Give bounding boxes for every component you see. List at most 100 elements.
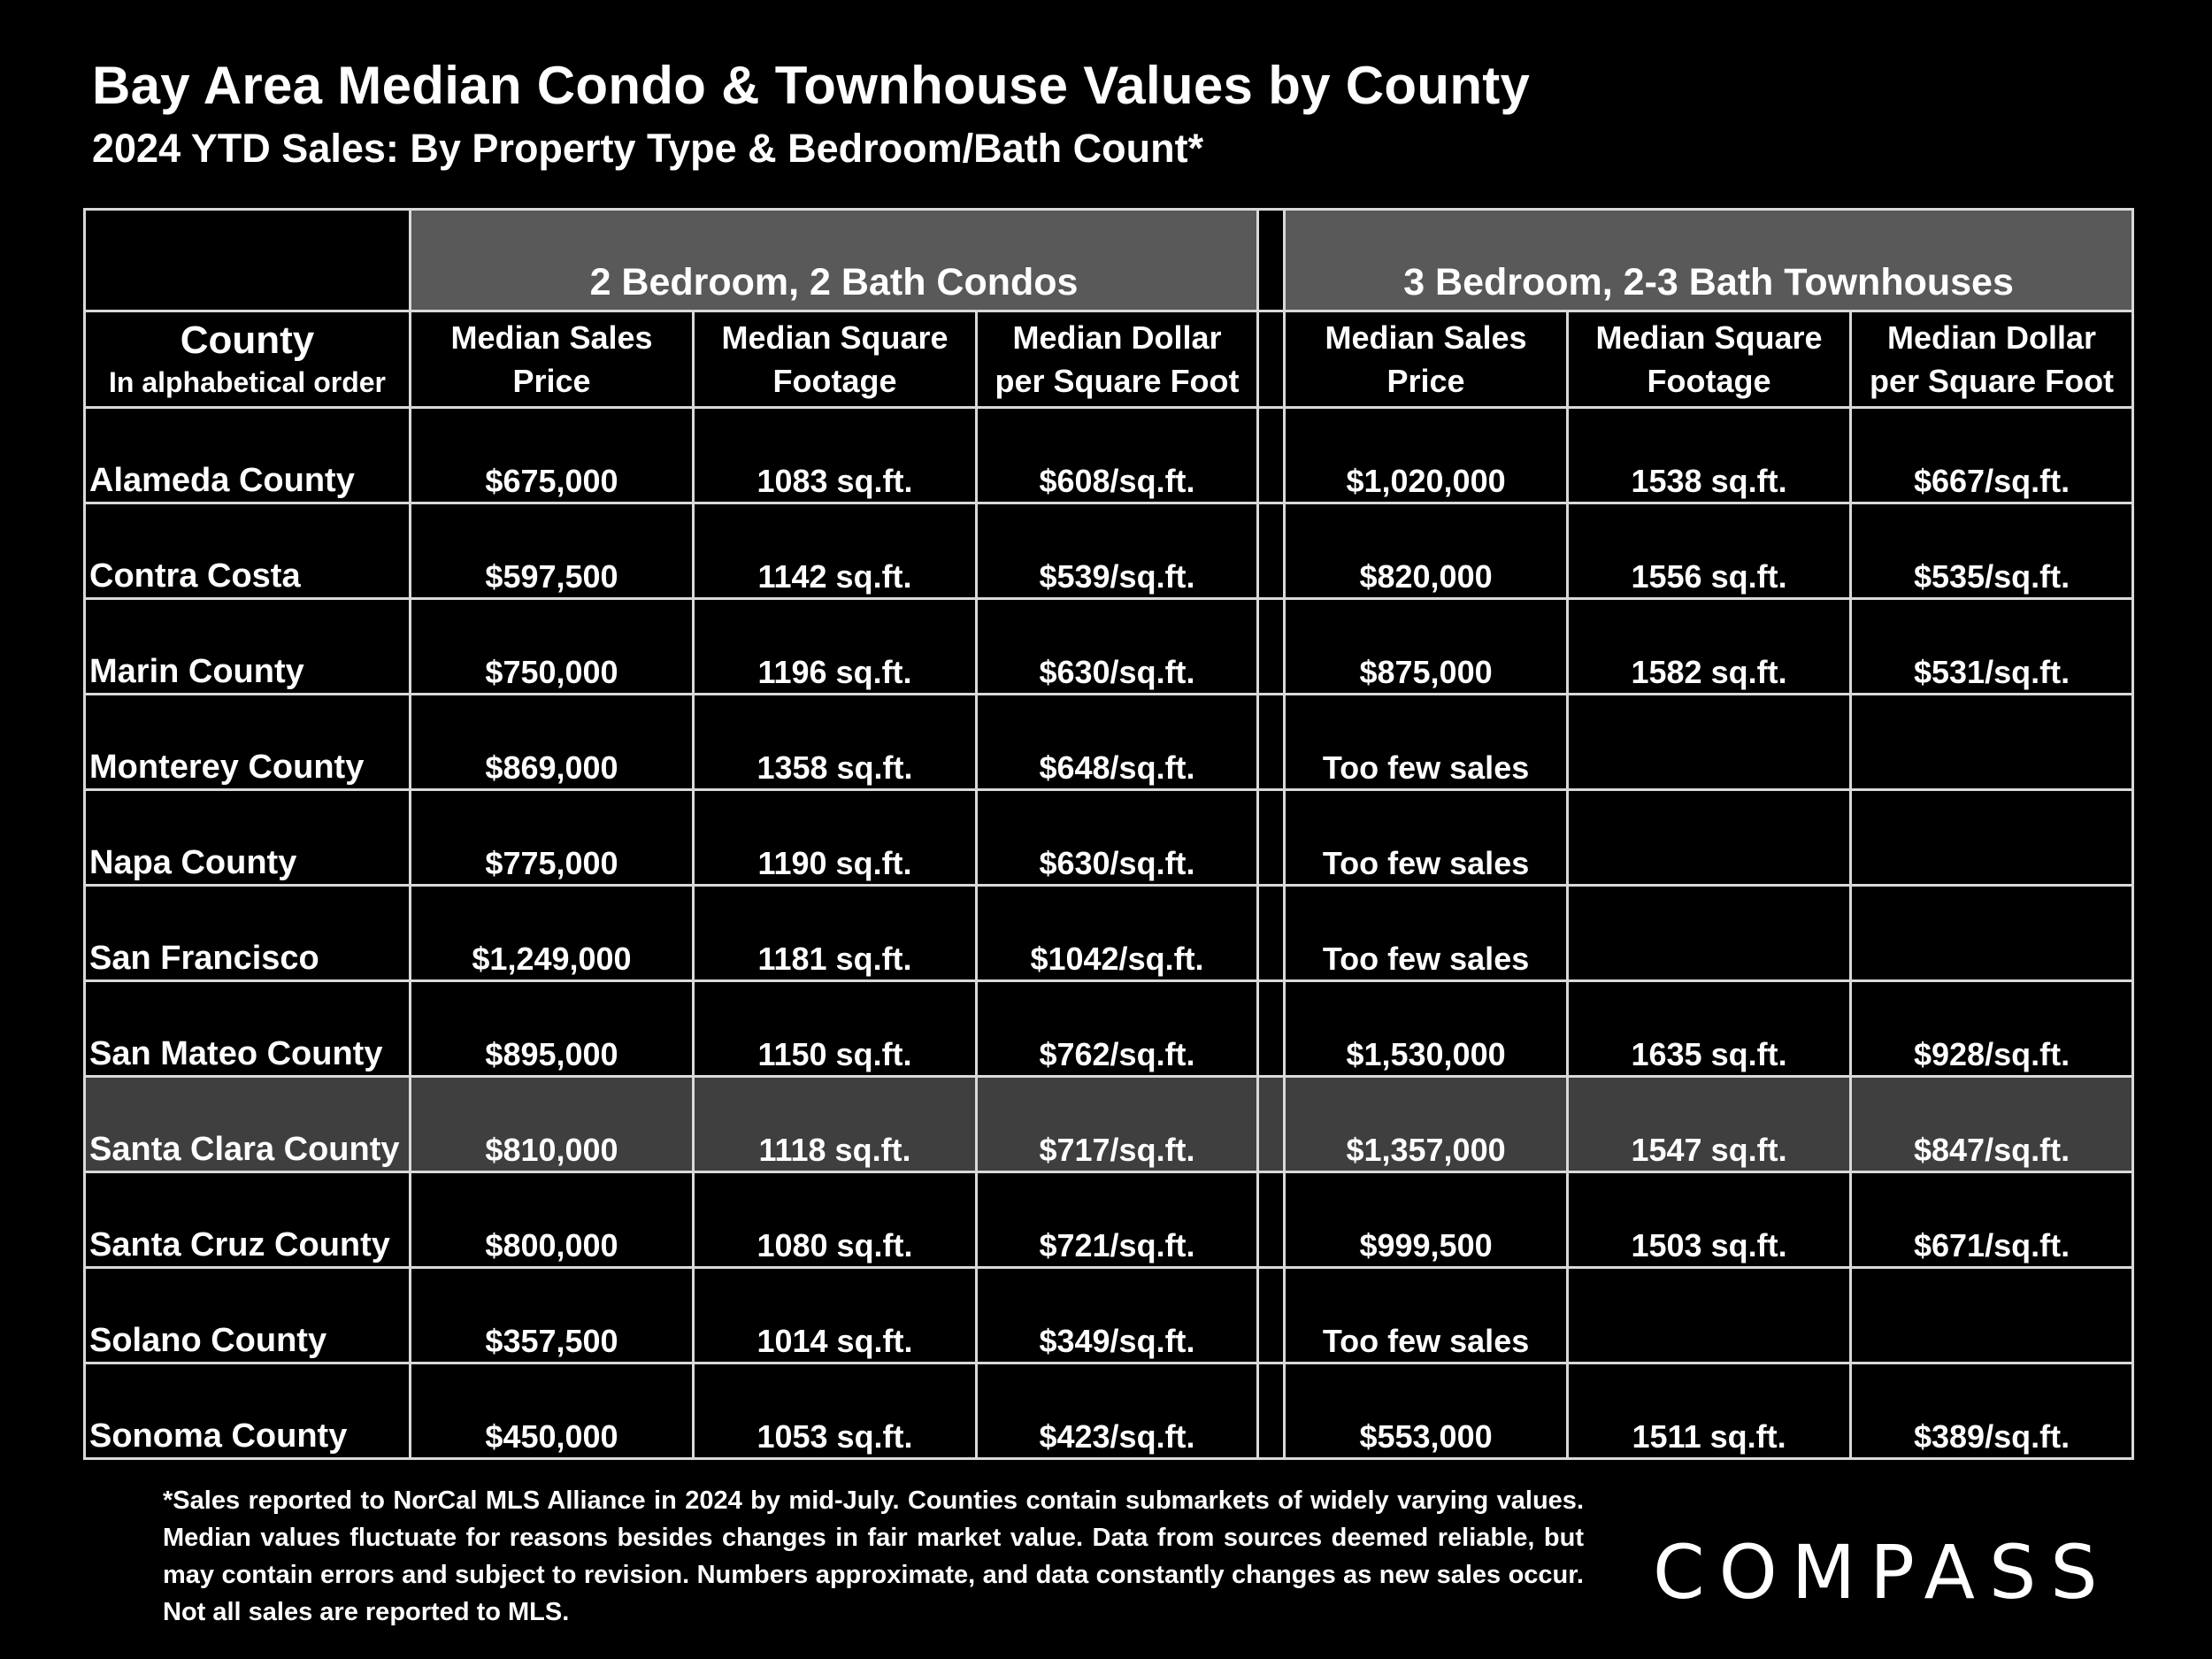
table-row: Napa County $775,000 1190 sq.ft. $630/sq.ft… (83, 788, 2135, 887)
row-separator (1256, 406, 1286, 504)
row-separator (1256, 693, 1286, 791)
column-header-line: Footage (772, 363, 897, 399)
townhouse-price-cell: Too few sales (1283, 884, 1570, 982)
condo-ppsf-cell: $762/sq.ft. (974, 979, 1260, 1078)
condo-sqft-cell: 1080 sq.ft. (692, 1171, 978, 1269)
row-separator (1256, 1362, 1286, 1460)
county-values-table: 2 Bedroom, 2 Bath Condos 3 Bedroom, 2-3 … (83, 208, 2135, 1460)
column-header-line: per Square Foot (995, 363, 1240, 399)
row-separator (1256, 884, 1286, 982)
table-row: Solano County $357,500 1014 sq.ft. $349/sq.… (83, 1266, 2135, 1364)
townhouse-ppsf-cell: $531/sq.ft. (1849, 597, 2135, 695)
column-header-line: Median Square (721, 319, 949, 356)
condo-ppsf-cell: $423/sq.ft. (974, 1362, 1260, 1460)
townhouse-ppsf-cell: $667/sq.ft. (1849, 406, 2135, 504)
column-header: Median Sales Price (1283, 310, 1570, 409)
column-header-line: per Square Foot (1870, 363, 2115, 399)
county-cell: San Francisco (83, 884, 411, 982)
corner-cell (83, 208, 411, 312)
condo-price-cell: $675,000 (409, 406, 695, 504)
condo-price-cell: $450,000 (409, 1362, 695, 1460)
condo-price-cell: $895,000 (409, 979, 695, 1078)
table-row: Santa Cruz County $800,000 1080 sq.ft. $721… (83, 1171, 2135, 1269)
condo-sqft-cell: 1358 sq.ft. (692, 693, 978, 791)
county-cell: Contra Costa (83, 502, 411, 600)
column-header-row: County In alphabetical order Median Sale… (83, 310, 2135, 409)
condo-sqft-cell: 1118 sq.ft. (692, 1075, 978, 1173)
townhouse-sqft-cell: 1556 sq.ft. (1566, 502, 1853, 600)
townhouse-ppsf-cell (1849, 788, 2135, 887)
table-row: Monterey County $869,000 1358 sq.ft. $648/s… (83, 693, 2135, 791)
condo-sqft-cell: 1150 sq.ft. (692, 979, 978, 1078)
condo-ppsf-cell: $630/sq.ft. (974, 788, 1260, 887)
column-header-line: Median Square (1595, 319, 1823, 356)
townhouse-ppsf-cell: $928/sq.ft. (1849, 979, 2135, 1078)
row-separator (1256, 1266, 1286, 1364)
table-row: Santa Clara County $810,000 1118 sq.ft. $71… (83, 1075, 2135, 1173)
row-separator (1256, 788, 1286, 887)
condo-price-cell: $750,000 (409, 597, 695, 695)
county-cell: Alameda County (83, 406, 411, 504)
townhouse-sqft-cell: 1503 sq.ft. (1566, 1171, 1853, 1269)
page-title: Bay Area Median Condo & Townhouse Values… (92, 56, 1531, 115)
table-row: Contra Costa $597,500 1142 sq.ft. $539/sq.f… (83, 502, 2135, 600)
condo-sqft-cell: 1142 sq.ft. (692, 502, 978, 600)
compass-logo: COMPASS (1653, 1529, 2112, 1616)
group-header-condos: 2 Bedroom, 2 Bath Condos (408, 208, 1260, 312)
townhouse-ppsf-cell: $847/sq.ft. (1849, 1075, 2135, 1173)
county-header-cell: County In alphabetical order (83, 310, 411, 409)
column-separator (1256, 310, 1286, 409)
townhouse-sqft-cell (1566, 693, 1853, 791)
townhouse-price-cell: Too few sales (1283, 1266, 1570, 1364)
condo-ppsf-cell: $539/sq.ft. (974, 502, 1260, 600)
townhouse-sqft-cell: 1538 sq.ft. (1566, 406, 1853, 504)
townhouse-sqft-cell: 1635 sq.ft. (1566, 979, 1853, 1078)
townhouse-sqft-cell (1566, 884, 1853, 982)
condo-sqft-cell: 1190 sq.ft. (692, 788, 978, 887)
townhouse-price-cell: $1,530,000 (1283, 979, 1570, 1078)
column-header-line: Price (1386, 363, 1465, 399)
condo-ppsf-cell: $717/sq.ft. (974, 1075, 1260, 1173)
row-separator (1256, 1171, 1286, 1269)
column-header-line: Footage (1647, 363, 1771, 399)
page-subtitle: 2024 YTD Sales: By Property Type & Bedro… (92, 126, 1204, 171)
condo-sqft-cell: 1083 sq.ft. (692, 406, 978, 504)
table-row: San Francisco $1,249,000 1181 sq.ft. $1042/… (83, 884, 2135, 982)
table-row: Sonoma County $450,000 1053 sq.ft. $423/sq.… (83, 1362, 2135, 1460)
county-cell: Santa Clara County (83, 1075, 411, 1173)
row-separator (1256, 1075, 1286, 1173)
group-separator (1256, 208, 1286, 312)
condo-sqft-cell: 1053 sq.ft. (692, 1362, 978, 1460)
county-cell: Monterey County (83, 693, 411, 791)
table-row: Alameda County $675,000 1083 sq.ft. $608/sq… (83, 406, 2135, 504)
county-cell: Solano County (83, 1266, 411, 1364)
column-header-line: Price (512, 363, 591, 399)
townhouse-price-cell: $820,000 (1283, 502, 1570, 600)
county-cell: Santa Cruz County (83, 1171, 411, 1269)
row-separator (1256, 597, 1286, 695)
townhouse-sqft-cell (1566, 788, 1853, 887)
column-header-line: Median Sales (1325, 319, 1527, 356)
row-separator (1256, 502, 1286, 600)
condo-price-cell: $810,000 (409, 1075, 695, 1173)
table-row: Marin County $750,000 1196 sq.ft. $630/sq.f… (83, 597, 2135, 695)
townhouse-ppsf-cell: $535/sq.ft. (1849, 502, 2135, 600)
townhouse-sqft-cell: 1582 sq.ft. (1566, 597, 1853, 695)
column-header-line: Median Sales (450, 319, 653, 356)
condo-ppsf-cell: $630/sq.ft. (974, 597, 1260, 695)
column-header: Median Square Footage (1566, 310, 1853, 409)
townhouse-price-cell: $1,020,000 (1283, 406, 1570, 504)
condo-price-cell: $869,000 (409, 693, 695, 791)
condo-ppsf-cell: $648/sq.ft. (974, 693, 1260, 791)
townhouse-ppsf-cell (1849, 693, 2135, 791)
townhouse-price-cell: $999,500 (1283, 1171, 1570, 1269)
county-subheader: In alphabetical order (109, 366, 386, 398)
townhouse-ppsf-cell (1849, 884, 2135, 982)
condo-sqft-cell: 1196 sq.ft. (692, 597, 978, 695)
column-header-line: Median Dollar (1012, 319, 1222, 356)
county-cell: San Mateo County (83, 979, 411, 1078)
condo-ppsf-cell: $721/sq.ft. (974, 1171, 1260, 1269)
townhouse-sqft-cell: 1511 sq.ft. (1566, 1362, 1853, 1460)
column-header: Median Dollar per Square Foot (1849, 310, 2135, 409)
townhouse-price-cell: $1,357,000 (1283, 1075, 1570, 1173)
